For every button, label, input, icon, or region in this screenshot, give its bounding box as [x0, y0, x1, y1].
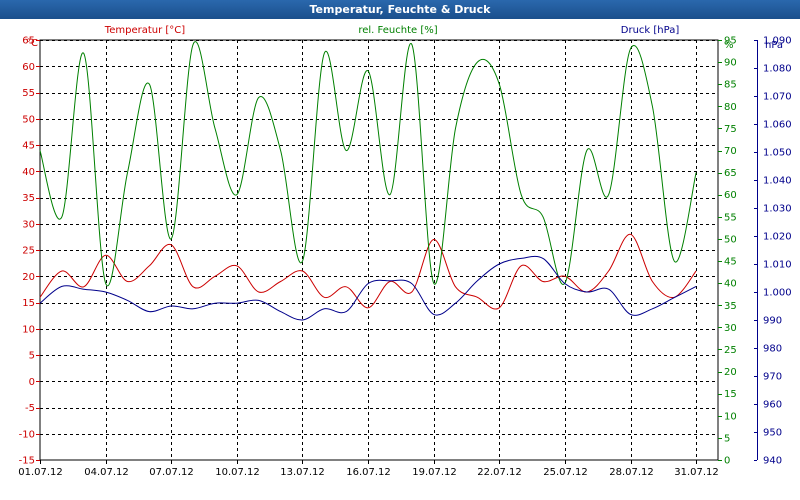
humidity-tick-label: 80 [724, 102, 737, 113]
humidity-tick-label: 65 [724, 168, 737, 179]
humidity-tick-label: 75 [724, 124, 737, 135]
humidity-tick-label: 90 [724, 58, 737, 69]
temperature-tick-label: 15 [22, 298, 35, 309]
x-tick-label: 16.07.12 [346, 467, 391, 478]
temperature-unit-label: °C [26, 38, 38, 49]
x-tick-label: 10.07.12 [215, 467, 260, 478]
temperature-tick-label: 50 [22, 114, 35, 125]
x-tick-label: 01.07.12 [18, 467, 63, 478]
humidity-tick-label: 30 [724, 323, 737, 334]
temperature-tick-label: 35 [22, 193, 35, 204]
pressure-tick-label: 970 [763, 372, 782, 383]
pressure-tick-label: 1.050 [763, 148, 792, 159]
axes [36, 40, 758, 464]
x-tick-label: 04.07.12 [84, 467, 129, 478]
x-tick-label: 22.07.12 [477, 467, 522, 478]
temperature-tick-label: 25 [22, 246, 35, 257]
temperature-tick-label: 10 [22, 324, 35, 335]
pressure-tick-label: 1.080 [763, 64, 792, 75]
temperature-tick-label: 55 [22, 88, 35, 99]
humidity-tick-label: 55 [724, 212, 737, 223]
temperature-tick-label: 30 [22, 219, 35, 230]
temperature-tick-label: 40 [22, 167, 35, 178]
x-tick-label: 25.07.12 [543, 467, 588, 478]
pressure-tick-label: 1.070 [763, 92, 792, 103]
humidity-tick-label: 70 [724, 146, 737, 157]
temperature-tick-label: -15 [19, 456, 35, 467]
temperature-tick-label: 20 [22, 272, 35, 283]
humidity-tick-label: 25 [724, 345, 737, 356]
series-title-temperature: Temperatur [°C] [104, 25, 185, 36]
humidity-tick-label: 60 [724, 190, 737, 201]
temperature-tick-label: 65 [22, 36, 35, 47]
pressure-tick-label: 1.040 [763, 176, 792, 187]
humidity-tick-label: 0 [724, 456, 730, 467]
x-tick-label: 19.07.12 [412, 467, 457, 478]
pressure-tick-label: 990 [763, 316, 782, 327]
humidity-tick-label: 40 [724, 279, 737, 290]
humidity-tick-label: 5 [724, 433, 730, 444]
x-tick-label: 31.07.12 [674, 467, 719, 478]
temperature-tick-label: 5 [29, 351, 35, 362]
series-title-humidity: rel. Feuchte [%] [358, 25, 437, 36]
humidity-tick-label: 10 [724, 411, 737, 422]
series-line-humidity [39, 41, 697, 287]
humidity-tick-label: 95 [724, 36, 737, 47]
grid [39, 39, 719, 461]
chart-canvas: 01.07.12 04.07.12 07.07.12 10.07.12 13.07.12… [18, 25, 791, 478]
pressure-tick-label: 1.030 [763, 204, 792, 215]
pressure-tick-label: 1.000 [763, 288, 792, 299]
x-tick-label: 13.07.12 [280, 467, 325, 478]
humidity-tick-label: 45 [724, 257, 737, 268]
pressure-tick-label: 950 [763, 428, 782, 439]
series-line-pressure [39, 255, 697, 321]
temperature-tick-label: 45 [22, 141, 35, 152]
pressure-tick-label: 1.090 [763, 36, 792, 47]
series-title-pressure: Druck [hPa] [621, 25, 680, 36]
humidity-tick-label: 50 [724, 234, 737, 245]
x-tick-label: 07.07.12 [149, 467, 194, 478]
humidity-tick-label: 15 [724, 389, 737, 400]
humidity-unit-label: % [724, 40, 734, 51]
pressure-unit-label: hPa [765, 40, 783, 51]
pressure-tick-label: 960 [763, 400, 782, 411]
pressure-tick-label: 1.010 [763, 260, 792, 271]
temperature-tick-label: 60 [22, 62, 35, 73]
humidity-tick-label: 85 [724, 80, 737, 91]
labels: 01.07.12 04.07.12 07.07.12 10.07.12 13.07.12… [18, 25, 791, 478]
window-title: Temperatur, Feuchte & Druck [0, 0, 800, 19]
x-tick-label: 28.07.12 [609, 467, 654, 478]
temperature-tick-label: -5 [25, 403, 35, 414]
temperature-tick-label: -10 [19, 429, 35, 440]
humidity-tick-label: 35 [724, 301, 737, 312]
humidity-tick-label: 20 [724, 367, 737, 378]
temperature-tick-label: 0 [29, 377, 35, 388]
pressure-tick-label: 980 [763, 344, 782, 355]
pressure-tick-label: 1.060 [763, 120, 792, 131]
pressure-tick-label: 1.020 [763, 232, 792, 243]
series-layer [39, 41, 697, 321]
pressure-tick-label: 940 [763, 456, 782, 467]
